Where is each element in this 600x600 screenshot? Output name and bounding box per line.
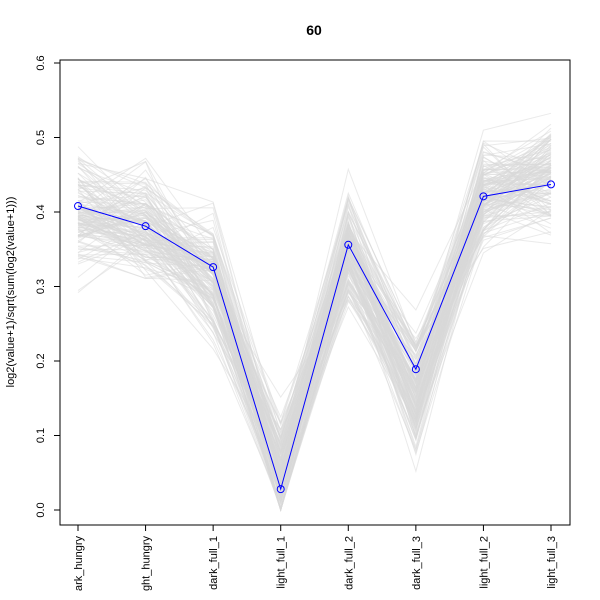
x-tick-label-light_full_1: light_full_1 <box>276 536 288 589</box>
highlight-point-dark_full_2 <box>344 240 353 249</box>
highlight-point-light_hungry <box>141 222 150 231</box>
x-axis: ark_hungry ght_hungry dark_full_1 light_ful… <box>73 524 558 592</box>
x-tick-label-dark_full_1: dark_full_1 <box>208 536 220 590</box>
x-tick-label-light_full_3: light_full_3 <box>546 536 558 589</box>
highlight-point-light_full_1 <box>276 485 285 494</box>
y-tick-label: 0.4 <box>35 204 47 219</box>
background-series-group <box>77 112 552 512</box>
y-tick-label: 0.5 <box>35 130 47 145</box>
x-tick-label-light_hungry: ght_hungry <box>141 536 153 592</box>
x-tick-label-dark_full_2: dark_full_2 <box>343 536 355 590</box>
x-tick-label-light_full_2: light_full_2 <box>478 536 490 589</box>
x-tick-label-dark_full_3: dark_full_3 <box>411 536 423 590</box>
highlight-point-dark_full_1 <box>209 263 218 272</box>
chart-title: 60 <box>306 22 322 38</box>
y-tick-label: 0.6 <box>35 55 47 70</box>
background-series-line <box>77 140 552 489</box>
y-tick-label: 0.2 <box>35 353 47 368</box>
y-axis-label: log2(value+1)/sqrt(sum(log2(value+1))) <box>5 197 17 388</box>
highlight-point-light_full_2 <box>479 192 488 201</box>
y-axis: 0.0 0.1 0.2 0.3 0.4 0.5 0.6 <box>35 55 61 518</box>
highlight-series-line <box>77 183 552 491</box>
background-series-line <box>77 163 552 440</box>
y-tick-label: 0.3 <box>35 279 47 294</box>
highlight-point-dark_full_3 <box>411 365 420 374</box>
background-series-line <box>77 178 552 494</box>
background-series-line <box>77 178 552 479</box>
y-tick-label: 0.0 <box>35 502 47 517</box>
background-series-line <box>77 181 552 456</box>
x-tick-label-dark_hungry: ark_hungry <box>73 536 85 592</box>
plot-frame <box>59 59 571 526</box>
y-tick-label: 0.1 <box>35 428 47 443</box>
background-series-line <box>77 162 552 481</box>
highlight-series-group <box>74 180 555 494</box>
highlight-point-dark_hungry <box>74 202 82 211</box>
highlight-point-light_full_3 <box>547 180 555 189</box>
